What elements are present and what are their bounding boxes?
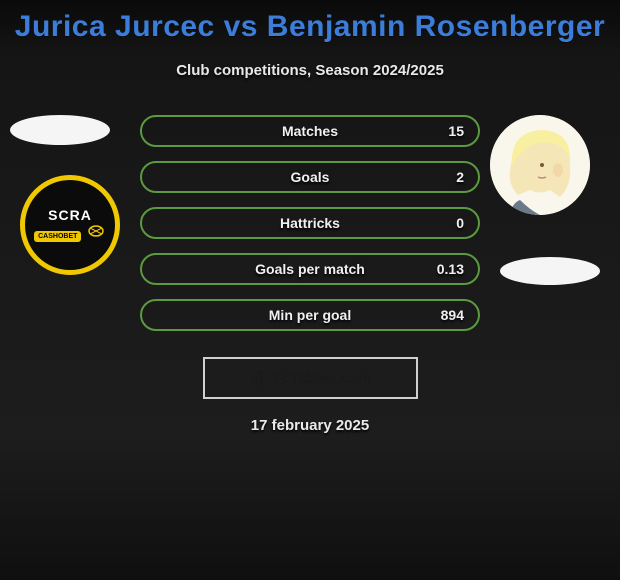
page-title: Jurica Jurcec vs Benjamin Rosenberger [0, 0, 620, 44]
date-text: 17 february 2025 [0, 417, 620, 434]
stat-value: 2 [456, 169, 464, 185]
stat-label: Goals [291, 169, 330, 185]
stat-value: 0 [456, 215, 464, 231]
brand-box[interactable]: FcTables.com [203, 357, 418, 399]
stat-row-min-per-goal: Min per goal 894 [140, 299, 480, 331]
stat-label: Hattricks [280, 215, 340, 231]
comparison-content: SCRA CASHOBET Matches 15 Goals 2 [0, 107, 620, 347]
stat-value: 0.13 [437, 261, 464, 277]
stat-row-goals: Goals 2 [140, 161, 480, 193]
badge-sub-text: CASHOBET [34, 231, 81, 242]
badge-inner: SCRA CASHOBET [34, 208, 106, 242]
chart-icon [249, 369, 267, 387]
stats-list: Matches 15 Goals 2 Hattricks 0 Goals per… [140, 115, 480, 345]
badge-main-text: SCRA [34, 208, 106, 222]
stat-row-hattricks: Hattricks 0 [140, 207, 480, 239]
brand-text: FcTables.com [273, 370, 372, 387]
player2-club-placeholder [500, 257, 600, 285]
player1-club-badge: SCRA CASHOBET [20, 175, 120, 275]
stat-value: 15 [448, 123, 464, 139]
stat-label: Min per goal [269, 307, 351, 323]
subtitle: Club competitions, Season 2024/2025 [0, 62, 620, 79]
stat-value: 894 [441, 307, 464, 323]
stat-row-matches: Matches 15 [140, 115, 480, 147]
stat-label: Matches [282, 123, 338, 139]
player2-avatar [490, 115, 590, 215]
stat-row-goals-per-match: Goals per match 0.13 [140, 253, 480, 285]
stat-label: Goals per match [255, 261, 365, 277]
player1-avatar-placeholder [10, 115, 110, 145]
